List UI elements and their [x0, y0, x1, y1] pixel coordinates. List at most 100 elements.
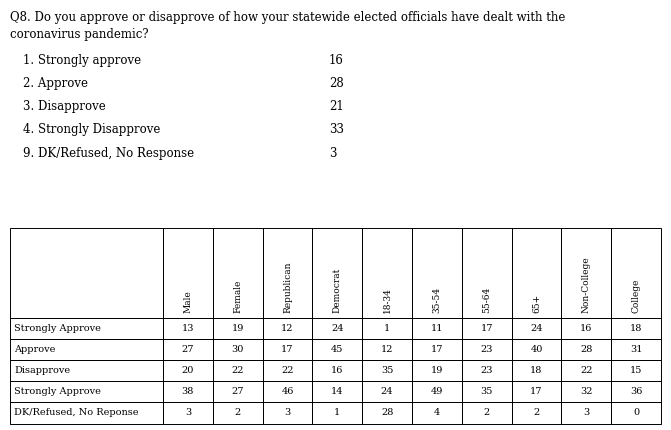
Text: 4. Strongly Disapprove: 4. Strongly Disapprove [23, 123, 161, 136]
Text: 3. Disapprove: 3. Disapprove [23, 100, 106, 113]
Text: 2: 2 [235, 408, 241, 418]
Bar [213, 228, 262, 318]
Bar [462, 318, 511, 339]
Text: 24: 24 [331, 324, 344, 333]
Text: 27: 27 [182, 345, 194, 354]
Bar [163, 402, 213, 424]
Bar [262, 360, 313, 381]
Text: 30: 30 [231, 345, 244, 354]
Bar [611, 360, 661, 381]
Bar [262, 402, 313, 424]
Bar [562, 360, 611, 381]
Text: 17: 17 [530, 387, 543, 396]
Text: 18: 18 [630, 324, 642, 333]
Text: 1. Strongly approve: 1. Strongly approve [23, 54, 142, 67]
Text: 16: 16 [329, 54, 344, 67]
Bar [313, 339, 362, 360]
Text: 46: 46 [281, 387, 294, 396]
Text: 3: 3 [185, 408, 191, 418]
Bar [511, 360, 562, 381]
Text: 18: 18 [530, 366, 543, 375]
Text: 35-54: 35-54 [432, 287, 442, 313]
Bar [611, 228, 661, 318]
Bar [412, 360, 462, 381]
Text: 23: 23 [480, 366, 493, 375]
Bar [10, 318, 163, 339]
Bar [262, 318, 313, 339]
Bar [462, 360, 511, 381]
Text: Female: Female [234, 280, 242, 313]
Bar [412, 402, 462, 424]
Text: 16: 16 [331, 366, 344, 375]
Text: Approve: Approve [14, 345, 56, 354]
Bar [511, 228, 562, 318]
Text: 17: 17 [281, 345, 294, 354]
Bar [10, 381, 163, 402]
Bar [213, 360, 262, 381]
Bar [362, 360, 412, 381]
Text: Strongly Approve: Strongly Approve [14, 324, 101, 333]
Text: 17: 17 [480, 324, 493, 333]
Text: 0: 0 [633, 408, 639, 418]
Text: 16: 16 [580, 324, 592, 333]
Bar [511, 318, 562, 339]
Text: 33: 33 [329, 123, 344, 136]
Bar [10, 339, 163, 360]
Bar [462, 339, 511, 360]
Bar [362, 381, 412, 402]
Bar [313, 360, 362, 381]
Bar [362, 228, 412, 318]
Bar [562, 318, 611, 339]
Text: 11: 11 [431, 324, 443, 333]
Bar [511, 381, 562, 402]
Bar [262, 228, 313, 318]
Bar [163, 381, 213, 402]
Text: 31: 31 [630, 345, 642, 354]
Text: 1: 1 [334, 408, 340, 418]
Text: 15: 15 [630, 366, 642, 375]
Text: 9. DK/Refused, No Response: 9. DK/Refused, No Response [23, 147, 195, 160]
Bar [313, 228, 362, 318]
Bar [362, 402, 412, 424]
Text: Male: Male [183, 290, 193, 313]
Text: 24: 24 [530, 324, 543, 333]
Bar [562, 339, 611, 360]
Text: Q8. Do you approve or disapprove of how your statewide elected officials have de: Q8. Do you approve or disapprove of how … [10, 11, 566, 24]
Text: 3: 3 [583, 408, 589, 418]
Bar [163, 318, 213, 339]
Bar [213, 339, 262, 360]
Text: 65+: 65+ [532, 294, 541, 313]
Text: 21: 21 [329, 100, 344, 113]
Bar [412, 339, 462, 360]
Bar [412, 381, 462, 402]
Text: 14: 14 [331, 387, 344, 396]
Bar [611, 381, 661, 402]
Bar [313, 402, 362, 424]
Text: Republican: Republican [283, 261, 292, 313]
Bar [562, 402, 611, 424]
Text: Disapprove: Disapprove [14, 366, 70, 375]
Text: 36: 36 [630, 387, 642, 396]
Bar [611, 318, 661, 339]
Text: DK/Refused, No Reponse: DK/Refused, No Reponse [14, 408, 139, 418]
Text: 12: 12 [281, 324, 294, 333]
Text: 2: 2 [484, 408, 490, 418]
Text: 19: 19 [231, 324, 244, 333]
Bar [462, 228, 511, 318]
Bar [611, 402, 661, 424]
Bar [163, 339, 213, 360]
Text: 28: 28 [381, 408, 393, 418]
Bar [10, 360, 163, 381]
Text: 28: 28 [329, 77, 344, 90]
Text: 28: 28 [580, 345, 592, 354]
Text: 3: 3 [285, 408, 291, 418]
Text: 13: 13 [182, 324, 194, 333]
Text: Democrat: Democrat [333, 267, 342, 313]
Bar [362, 318, 412, 339]
Bar [10, 402, 163, 424]
Text: 38: 38 [182, 387, 194, 396]
Text: 22: 22 [231, 366, 244, 375]
Text: 2. Approve: 2. Approve [23, 77, 89, 90]
Bar [313, 381, 362, 402]
Bar [412, 318, 462, 339]
